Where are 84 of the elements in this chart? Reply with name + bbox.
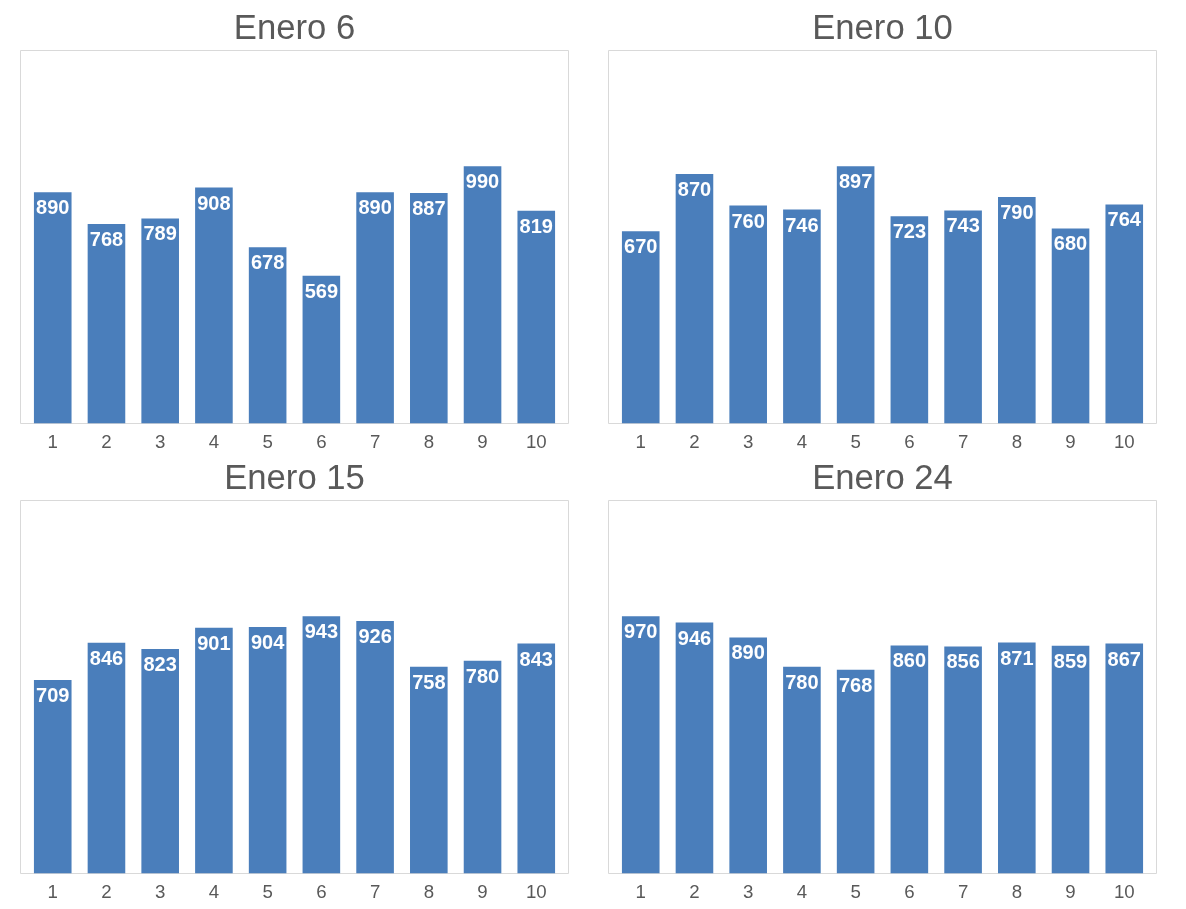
data-label: 970	[624, 620, 658, 643]
data-label: 789	[143, 222, 177, 245]
x-tick-label: 10	[1113, 430, 1135, 452]
x-tick-label: 6	[316, 880, 327, 902]
x-tick-label: 9	[477, 880, 488, 902]
data-label: 890	[36, 196, 70, 219]
x-tick-label: 9	[1065, 430, 1076, 452]
x-tick-label: 7	[369, 430, 381, 452]
x-tick-label: 1	[47, 880, 58, 902]
x-tick-label: 5	[262, 880, 273, 902]
data-label: 890	[358, 196, 392, 219]
data-label: 678	[250, 251, 285, 274]
x-tick-label: 1	[47, 430, 58, 452]
x-tick-label: 7	[369, 880, 381, 902]
x-tick-label: 8	[1011, 880, 1023, 902]
x-tick-label: 2	[689, 880, 700, 902]
x-tick-label: 3	[743, 880, 754, 902]
chart-title: Enero 24	[812, 457, 953, 496]
data-label: 908	[197, 191, 231, 214]
x-tick-label: 2	[101, 430, 112, 452]
x-tick-label: 8	[423, 880, 435, 902]
x-tick-label: 10	[525, 880, 547, 902]
data-label: 768	[838, 673, 873, 696]
chart-title: Enero 15	[224, 457, 365, 496]
data-label: 790	[1000, 200, 1034, 223]
data-label: 780	[465, 664, 500, 687]
x-tick-label: 4	[208, 880, 220, 902]
data-label: 856	[946, 650, 980, 673]
x-tick-label: 5	[850, 880, 861, 902]
data-label: 859	[1053, 649, 1088, 672]
data-label: 990	[465, 170, 500, 193]
data-label: 743	[946, 214, 980, 237]
data-label: 943	[304, 620, 339, 643]
x-tick-label: 4	[208, 430, 220, 452]
x-tick-label: 10	[1113, 880, 1135, 902]
x-tick-label: 7	[957, 430, 969, 452]
x-tick-label: 2	[689, 430, 700, 452]
data-label: 871	[1000, 646, 1034, 669]
x-tick-label: 3	[155, 430, 166, 452]
data-label: 946	[677, 626, 712, 649]
data-label: 709	[36, 684, 70, 707]
x-tick-label: 3	[155, 880, 166, 902]
data-label: 680	[1053, 232, 1088, 255]
x-tick-label: 5	[262, 430, 273, 452]
data-label: 780	[785, 670, 819, 693]
data-label: 904	[250, 630, 286, 653]
x-tick-label: 6	[904, 430, 915, 452]
chart-title: Enero 10	[812, 7, 953, 46]
data-label: 768	[89, 227, 124, 250]
x-tick-label: 7	[957, 880, 969, 902]
data-label: 670	[624, 235, 658, 258]
data-label: 819	[519, 214, 553, 237]
x-tick-label: 2	[101, 880, 112, 902]
data-label: 867	[1107, 647, 1141, 670]
data-label: 760	[731, 209, 765, 232]
data-label: 926	[358, 624, 392, 647]
data-label: 860	[892, 649, 927, 672]
data-label: 764	[1107, 208, 1142, 231]
data-label: 901	[197, 631, 231, 654]
x-tick-label: 6	[904, 880, 915, 902]
data-label: 870	[677, 178, 712, 200]
data-label: 569	[304, 279, 339, 302]
x-tick-label: 8	[1011, 430, 1023, 452]
x-tick-label: 1	[635, 880, 646, 902]
data-label: 723	[892, 220, 927, 243]
chart-title: Enero 6	[233, 7, 356, 46]
x-tick-label: 4	[796, 430, 808, 452]
x-tick-label: 6	[316, 430, 327, 452]
x-tick-label: 8	[423, 430, 435, 452]
data-label: 887	[412, 197, 446, 220]
data-label: 746	[785, 213, 819, 236]
x-tick-label: 10	[525, 430, 547, 452]
x-tick-label: 9	[1065, 880, 1076, 902]
data-label: 758	[412, 670, 446, 693]
data-label: 890	[731, 641, 765, 664]
x-tick-label: 3	[743, 430, 754, 452]
data-label: 897	[838, 170, 873, 193]
x-tick-label: 1	[635, 430, 646, 452]
x-tick-label: 5	[850, 430, 861, 452]
data-label: 846	[89, 646, 124, 669]
data-label: 823	[143, 652, 177, 675]
x-tick-label: 9	[477, 430, 488, 452]
data-label: 843	[519, 647, 553, 670]
x-tick-label: 4	[796, 880, 808, 902]
